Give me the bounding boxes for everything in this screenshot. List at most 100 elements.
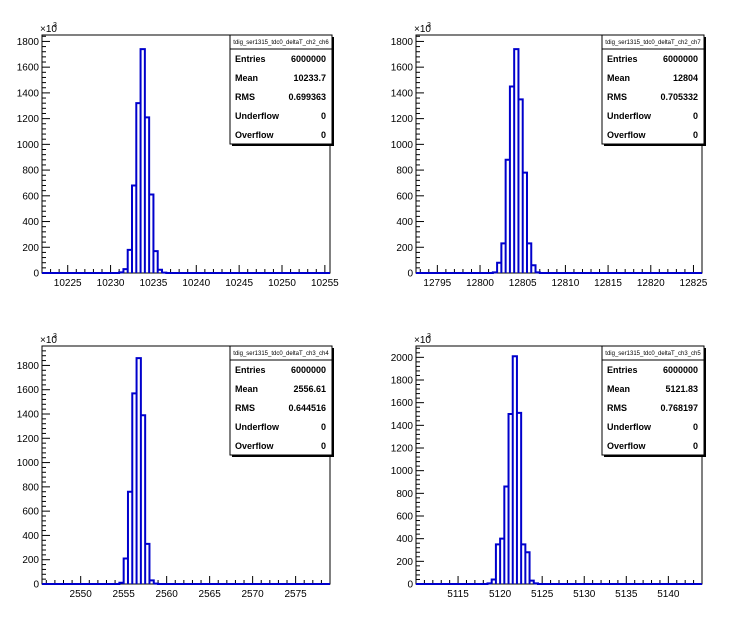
y-exponent-label: ×10: [414, 24, 431, 35]
x-tick-label: 5140: [657, 589, 680, 600]
stats-label: Underflow: [607, 111, 652, 121]
y-tick-label: 2000: [391, 353, 414, 364]
x-tick-label: 2555: [113, 589, 136, 600]
stats-value: 12804: [673, 73, 698, 83]
y-tick-label: 1000: [17, 140, 40, 151]
y-exponent-label: ×10: [40, 335, 57, 346]
stats-title: tdig_ser1315_tdc0_deltaT_ch3_ch4: [233, 351, 329, 357]
y-tick-label: 1000: [17, 458, 40, 469]
stats-value: 0: [321, 111, 326, 121]
stats-value: 0: [321, 422, 326, 432]
y-tick-label: 600: [22, 507, 39, 518]
y-tick-label: 400: [396, 534, 413, 545]
y-tick-label: 1000: [391, 140, 414, 151]
y-tick-label: 1200: [17, 114, 40, 125]
stats-label: Overflow: [235, 130, 275, 140]
x-tick-label: 12800: [466, 278, 494, 289]
stats-label: Entries: [607, 365, 638, 375]
x-tick-label: 10255: [311, 278, 339, 289]
histogram-line: [416, 48, 702, 274]
y-tick-label: 600: [22, 191, 39, 202]
x-tick-label: 10225: [54, 278, 82, 289]
stats-label: RMS: [607, 403, 627, 413]
y-tick-label: 1800: [17, 37, 40, 48]
y-exponent-power: 3: [427, 333, 431, 340]
y-tick-label: 1200: [391, 444, 414, 455]
stats-label: Overflow: [235, 441, 275, 451]
stats-label: Entries: [235, 54, 266, 64]
stats-value: 10233.7: [293, 73, 326, 83]
y-tick-label: 1800: [391, 376, 414, 387]
stats-label: Underflow: [235, 111, 280, 121]
y-tick-label: 800: [22, 166, 39, 177]
stats-value: 6000000: [291, 365, 326, 375]
x-tick-label: 10240: [182, 278, 210, 289]
y-tick-label: 1000: [391, 466, 414, 477]
stats-title: tdig_ser1315_tdc0_deltaT_ch3_ch5: [605, 351, 701, 357]
x-tick-label: 5130: [573, 589, 596, 600]
y-tick-label: 0: [407, 580, 413, 591]
stats-value: 0.705332: [660, 92, 698, 102]
y-tick-label: 600: [396, 512, 413, 523]
stats-box-frame: [229, 34, 333, 145]
stats-label: RMS: [235, 92, 255, 102]
y-exponent-power: 3: [427, 22, 431, 29]
x-tick-label: 12805: [509, 278, 537, 289]
stats-value: 0: [693, 441, 698, 451]
stats-value: 6000000: [663, 54, 698, 64]
histogram-panel: ×103 0 200 400 600 800 1000 1200 1400 1600 1800 200…: [391, 333, 706, 600]
histogram-line: [42, 48, 330, 274]
stats-label: Mean: [607, 73, 630, 83]
stats-box-frame: [601, 345, 705, 456]
stats-value: 0.699363: [288, 92, 326, 102]
y-tick-label: 400: [22, 217, 39, 228]
y-tick-label: 0: [407, 269, 413, 280]
y-tick-label: 1800: [17, 361, 40, 372]
x-tick-label: 2550: [70, 589, 93, 600]
y-tick-label: 0: [33, 269, 39, 280]
stats-label: Entries: [235, 365, 266, 375]
y-tick-label: 400: [396, 217, 413, 228]
stats-value: 6000000: [663, 365, 698, 375]
stats-value: 0: [693, 111, 698, 121]
stats-label: Underflow: [235, 422, 280, 432]
y-tick-label: 1600: [17, 63, 40, 74]
histogram-panel: ×103 0 200 400 600 800 1000 1200 1400 1600 1800 127…: [391, 22, 708, 289]
stats-value: 0: [321, 130, 326, 140]
x-tick-label: 12825: [680, 278, 708, 289]
x-tick-label: 5125: [531, 589, 554, 600]
y-tick-label: 200: [396, 557, 413, 568]
stats-value: 0.644516: [288, 403, 326, 413]
stats-label: Overflow: [607, 130, 647, 140]
x-tick-label: 12820: [637, 278, 665, 289]
x-tick-label: 2570: [242, 589, 265, 600]
y-tick-label: 0: [33, 580, 39, 591]
y-tick-label: 400: [22, 531, 39, 542]
x-tick-label: 12815: [594, 278, 622, 289]
y-tick-label: 1400: [17, 410, 40, 421]
x-tick-label: 5135: [615, 589, 638, 600]
y-exponent-label: ×10: [40, 24, 57, 35]
histogram-panel: ×103 0 200 400 600 800 1000 1200 1400 1600 1800 255…: [17, 333, 334, 600]
x-tick-label: 12795: [423, 278, 451, 289]
y-tick-label: 1800: [391, 37, 414, 48]
stats-label: RMS: [607, 92, 627, 102]
y-tick-label: 1200: [17, 434, 40, 445]
stats-label: Underflow: [607, 422, 652, 432]
stats-box: tdig_ser1315_tdc0_deltaT_ch3_ch4 Entries 6…: [229, 345, 334, 457]
x-tick-label: 10235: [140, 278, 168, 289]
y-tick-label: 1400: [17, 88, 40, 99]
stats-label: Mean: [235, 384, 258, 394]
stats-value: 0.768197: [660, 403, 698, 413]
y-tick-label: 200: [396, 243, 413, 254]
y-exponent-label: ×10: [414, 335, 431, 346]
stats-box: tdig_ser1315_tdc0_deltaT_ch2_ch7 Entries 6…: [601, 34, 706, 146]
stats-value: 5121.83: [665, 384, 698, 394]
stats-title: tdig_ser1315_tdc0_deltaT_ch2_ch7: [605, 40, 701, 46]
y-tick-label: 1400: [391, 421, 414, 432]
y-tick-label: 1200: [391, 114, 414, 125]
stats-box: tdig_ser1315_tdc0_deltaT_ch2_ch6 Entries 6…: [229, 34, 334, 146]
y-tick-label: 1400: [391, 88, 414, 99]
stats-value: 0: [693, 422, 698, 432]
